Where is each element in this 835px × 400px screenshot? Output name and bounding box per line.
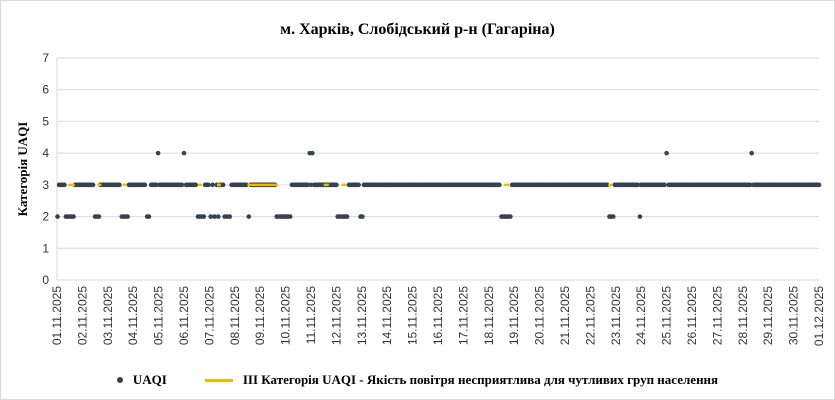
x-tick-label: 15.11.2025	[406, 286, 420, 345]
uaqi-point	[212, 214, 217, 219]
x-tick-label: 02.11.2025	[75, 286, 89, 345]
uaqi-point	[308, 182, 314, 188]
x-tick-label: 28.11.2025	[736, 286, 750, 345]
uaqi-point	[749, 150, 754, 156]
uaqi-point	[71, 214, 76, 219]
y-tick-label: 4	[42, 146, 49, 160]
uaqi-point	[246, 214, 252, 219]
uaqi-point	[193, 182, 198, 188]
x-tick-label: 12.11.2025	[329, 286, 343, 345]
x-tick-label: 13.11.2025	[355, 286, 369, 345]
uaqi-point	[227, 214, 233, 219]
x-tick-label: 04.11.2025	[126, 286, 140, 345]
uaqi-point	[125, 214, 130, 219]
uaqi-point	[309, 150, 315, 156]
uaqi-point	[334, 182, 339, 188]
x-tick-label: 01.12.2025	[812, 286, 826, 346]
chart-title: м. Харків, Слобідський р-н (Гагаріна)	[280, 21, 555, 38]
uaqi-point	[747, 182, 753, 188]
x-tick-label: 06.11.2025	[177, 286, 191, 345]
x-tick-label: 03.11.2025	[101, 286, 115, 345]
uaqi-point	[215, 214, 221, 219]
x-tick-label: 21.11.2025	[558, 286, 572, 345]
y-tick-label: 2	[42, 210, 49, 224]
uaqi-point	[356, 182, 361, 188]
legend-item-uaqi: UAQI	[116, 372, 167, 388]
uaqi-point	[62, 182, 67, 188]
uaqi-point	[344, 214, 350, 219]
uaqi-point	[206, 182, 211, 188]
uaqi-point	[508, 214, 513, 219]
y-tick-label: 7	[42, 51, 49, 65]
chart-legend: UAQI III Категорія UAQI - Якість повітря…	[1, 372, 834, 388]
uaqi-point	[662, 182, 667, 188]
uaqi-point	[146, 214, 152, 219]
x-tick-label: 29.11.2025	[761, 286, 775, 345]
legend-item-category-iii: III Категорія UAQI - Якість повітря несп…	[204, 372, 719, 388]
uaqi-point	[360, 214, 365, 219]
y-axis-label: Категорія UAQI	[15, 122, 30, 217]
x-tick-label: 10.11.2025	[279, 286, 293, 345]
x-tick-label: 25.11.2025	[660, 286, 674, 345]
uaqi-point	[287, 214, 293, 219]
y-tick-label: 5	[42, 114, 49, 128]
x-tick-label: 18.11.2025	[482, 286, 496, 345]
x-tick-label: 16.11.2025	[431, 286, 445, 345]
y-tick-label: 6	[42, 83, 49, 97]
x-tick-label: 22.11.2025	[583, 286, 597, 345]
y-tick-label: 1	[42, 241, 49, 255]
y-tick-label: 3	[42, 178, 49, 192]
x-tick-label: 08.11.2025	[228, 286, 242, 345]
uaqi-point	[154, 182, 159, 188]
uaqi-point	[497, 182, 502, 188]
legend-label-category-iii: III Категорія UAQI - Якість повітря несп…	[242, 372, 719, 387]
uaqi-point	[96, 214, 102, 219]
uaqi-point	[220, 182, 226, 188]
y-tick-label: 0	[42, 273, 49, 287]
uaqi-point	[201, 214, 207, 219]
x-tick-label: 19.11.2025	[507, 286, 521, 345]
uaqi-point	[305, 182, 311, 188]
uaqi-point	[142, 182, 148, 188]
uaqi-point	[179, 182, 185, 188]
x-tick-label: 07.11.2025	[202, 286, 216, 345]
uaqi-point	[637, 214, 643, 219]
uaqi-point	[635, 182, 641, 188]
uaqi-point	[117, 182, 122, 188]
x-tick-label: 26.11.2025	[685, 286, 699, 345]
uaqi-point	[208, 214, 213, 219]
legend-label-uaqi: UAQI	[132, 372, 167, 387]
x-tick-label: 23.11.2025	[609, 286, 623, 345]
uaqi-point	[181, 150, 187, 156]
uaqi-point	[610, 214, 616, 219]
legend-marker-uaqi	[116, 377, 123, 383]
x-tick-label: 09.11.2025	[253, 286, 267, 345]
uaqi-point	[816, 182, 822, 188]
uaqi-point	[664, 150, 669, 156]
x-tick-label: 01.11.2025	[50, 286, 64, 345]
x-tick-label: 30.11.2025	[787, 286, 801, 345]
uaqi-point	[210, 182, 215, 188]
x-tick-label: 17.11.2025	[456, 286, 470, 345]
uaqi-point	[155, 150, 161, 156]
x-tick-label: 05.11.2025	[152, 286, 166, 345]
uaqi-point	[90, 182, 96, 188]
x-tick-label: 24.11.2025	[634, 286, 648, 345]
uaqi-point	[55, 214, 60, 219]
x-tick-label: 27.11.2025	[710, 286, 724, 345]
legend-marker-category-iii	[204, 378, 233, 382]
x-tick-label: 11.11.2025	[304, 286, 318, 345]
x-tick-label: 14.11.2025	[380, 286, 394, 345]
x-tick-label: 20.11.2025	[533, 286, 547, 345]
